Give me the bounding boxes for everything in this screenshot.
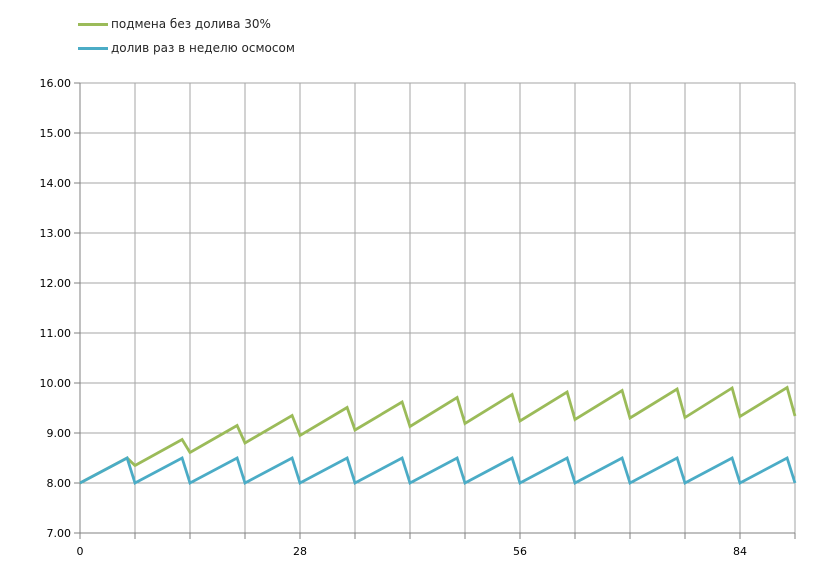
legend-item-doliv-osmosom: долив раз в неделю осмосом	[78, 36, 295, 60]
y-tick-label: 9.00	[47, 427, 72, 440]
legend-label-podmena: подмена без долива 30%	[111, 17, 271, 31]
y-tick-label: 8.00	[47, 477, 72, 490]
y-tick-label: 16.00	[40, 77, 72, 90]
legend-label-doliv: долив раз в неделю осмосом	[111, 41, 295, 55]
chart-legend: подмена без долива 30% долив раз в недел…	[78, 12, 295, 60]
legend-item-podmena-bez-doliva: подмена без долива 30%	[78, 12, 295, 36]
legend-swatch-blue-line	[78, 46, 108, 50]
x-tick-label: 84	[733, 545, 747, 558]
x-tick-label: 28	[293, 545, 307, 558]
y-tick-label: 13.00	[40, 227, 72, 240]
y-tick-label: 14.00	[40, 177, 72, 190]
y-tick-label: 11.00	[40, 327, 72, 340]
y-tick-label: 7.00	[47, 527, 72, 540]
x-tick-label: 56	[513, 545, 527, 558]
legend-swatch-green-line	[78, 22, 108, 26]
x-tick-label: 0	[77, 545, 84, 558]
y-tick-label: 15.00	[40, 127, 72, 140]
y-tick-label: 10.00	[40, 377, 72, 390]
series-line-1	[79, 455, 797, 486]
y-tick-label: 12.00	[40, 277, 72, 290]
series-line-0	[79, 385, 797, 485]
